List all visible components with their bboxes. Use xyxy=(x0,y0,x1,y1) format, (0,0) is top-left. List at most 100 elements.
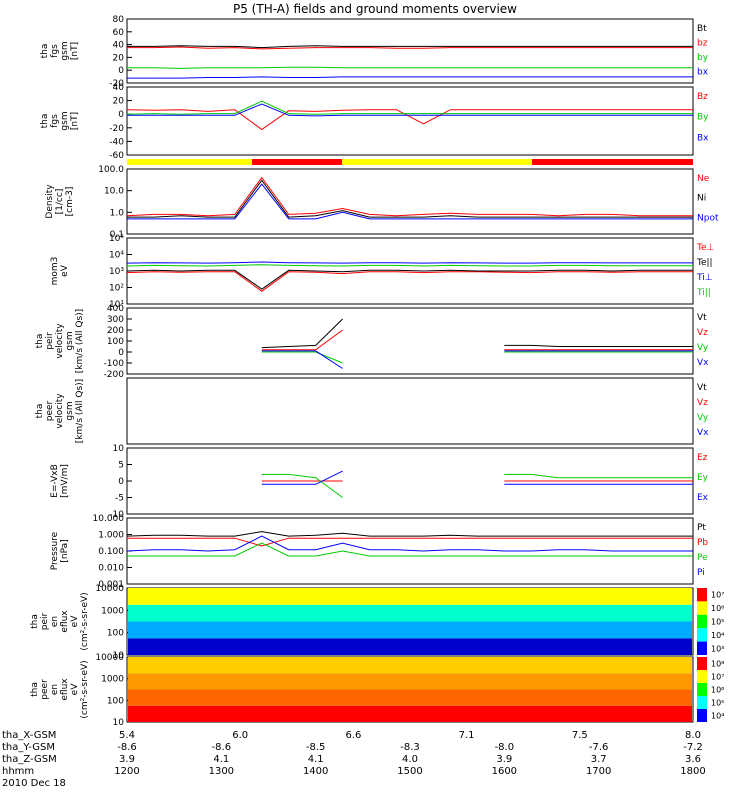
y-tick-label: 40 xyxy=(113,41,125,51)
y-tick-label: 10⁴ xyxy=(109,251,124,261)
legend-1: bz xyxy=(697,39,708,49)
y-label-line: [nT] xyxy=(70,112,80,130)
legend-1: Pb xyxy=(697,538,708,548)
x-axis-date: 2010 Dec 18 xyxy=(2,778,66,789)
series-bx-line xyxy=(127,76,693,79)
y-tick-label: 1.0 xyxy=(110,208,125,218)
x-axis-value: 1600 xyxy=(492,766,517,777)
colorbar: 10⁷ 10⁶ 10⁵ 10⁴ 10³ xyxy=(697,588,724,655)
legend-2: Ex xyxy=(697,493,709,503)
x-axis-value: 4.1 xyxy=(308,754,324,765)
y-axis-label: thapeirvelocitygsm[km/s (All Qs)] xyxy=(35,309,85,373)
y-tick-label: 0.001 xyxy=(98,580,124,590)
series-Bt-line xyxy=(127,45,693,49)
panel-peer_en_eflux: thapeerenefluxeV(cm²-s-sr-eV) 10000 1000 10… xyxy=(30,653,724,728)
y-tick-label: -20 xyxy=(109,79,124,89)
legend-3: Vx xyxy=(697,358,709,368)
legend-3: Ti|| xyxy=(696,288,711,298)
legend-2: by xyxy=(697,53,709,63)
y-label-line: fgs xyxy=(50,114,60,128)
y-tick-label: 0 xyxy=(118,66,124,76)
y-tick-label: -40 xyxy=(109,137,124,147)
y-label-line: eV xyxy=(60,264,70,277)
panel-frame xyxy=(126,307,694,375)
panel-density: Density[1/cc][cm-3] 100.0 10.0 1.0 0.1 Ne Ni Np… xyxy=(45,165,719,240)
x-axis-value: -8.6 xyxy=(212,742,232,753)
panel-peir_velocity: thapeirvelocitygsm[km/s (All Qs)] 4003002… xyxy=(35,304,709,380)
y-label-line: mom3 xyxy=(50,257,60,286)
y-tick-label: 400 xyxy=(107,304,124,314)
y-tick-label: 200 xyxy=(107,326,124,336)
legend-1: Vz xyxy=(697,398,708,408)
y-label-line: [1/cc] xyxy=(55,189,65,215)
y-tick-label: 1.000 xyxy=(98,531,124,541)
y-label-line: Pressure xyxy=(50,531,60,570)
series-Pe-line xyxy=(127,542,693,557)
heatmap-band xyxy=(128,588,692,605)
y-label-line: [mV/m] xyxy=(60,464,70,498)
y-label-line: (cm²-s-sr-eV) xyxy=(80,660,90,718)
legend-0: Vt xyxy=(697,313,707,323)
x-axis-value: 4.0 xyxy=(402,754,418,765)
x-axis-row-label: tha_Y-GSM xyxy=(2,742,55,753)
colorbar-segment xyxy=(697,641,707,655)
colorbar-segment xyxy=(697,614,707,629)
region-bar xyxy=(127,159,693,165)
colorbar-label: 10⁵ xyxy=(711,618,724,627)
colorbar-segment xyxy=(697,683,707,696)
y-label-line: eV xyxy=(70,615,80,628)
panel-peer_velocity: thapeervelocitygsm[km/s (All Qs)] Vt Vz Vy V… xyxy=(35,377,709,445)
legend-1: Ey xyxy=(697,473,709,483)
y-tick-label: 5 xyxy=(118,461,124,471)
heatmap-band xyxy=(128,604,692,622)
series-Ti||-line xyxy=(126,264,693,267)
y-tick-label: 20 xyxy=(113,97,125,107)
y-label-line: tha xyxy=(35,404,45,419)
y-tick-label: 10.000 xyxy=(93,514,125,524)
series-Pi-line xyxy=(126,535,693,552)
y-tick-label: -60 xyxy=(109,151,124,161)
y-label-line: gsm xyxy=(65,401,75,420)
y-tick-label: 0.010 xyxy=(98,564,124,574)
y-tick-label: 10000 xyxy=(95,653,124,663)
heatmap-band xyxy=(128,621,692,639)
panel-fgs_gsm_comp: thafgsgsm[nT] 40 20 0 -20 -40 -60 Bz By Bx xyxy=(40,83,709,161)
panel-efield: E=-VxB[mV/m] 10 5 0 -5 -10 Ez Ey Ex xyxy=(50,444,709,520)
y-tick-label: -5 xyxy=(115,494,124,504)
x-axis-value: 3.6 xyxy=(685,754,701,765)
colorbar-label: 10⁶ xyxy=(711,686,724,695)
x-axis-value: 4.1 xyxy=(213,754,229,765)
y-label-line: (cm²-s-sr-eV) xyxy=(80,592,90,650)
x-axis-value: 7.1 xyxy=(459,730,475,741)
y-axis-label: Pressure[nPa] xyxy=(50,531,70,570)
colorbar-label: 10⁵ xyxy=(711,699,724,708)
legend-1: Vz xyxy=(697,328,708,338)
series-Vx-line xyxy=(261,350,693,369)
legend-3: Pi xyxy=(697,568,705,578)
y-axis-label: mom3eV xyxy=(50,257,70,286)
y-tick-label: 10.0 xyxy=(104,187,124,197)
legend-2: Bx xyxy=(697,133,709,143)
y-tick-label: 10⁵ xyxy=(109,234,124,244)
y-tick-label: -200 xyxy=(104,370,125,380)
legend-2: Vy xyxy=(697,343,709,353)
legend-2: Vy xyxy=(697,413,709,423)
region-bar-yellow xyxy=(342,159,532,165)
y-tick-label: 40 xyxy=(113,83,125,93)
y-label-line: [nPa] xyxy=(60,539,70,562)
y-label-line: en xyxy=(50,684,60,695)
x-axis-value: 1500 xyxy=(397,766,422,777)
y-label-line: [cm-3] xyxy=(65,187,75,217)
x-axis-row-label: tha_X-GSM xyxy=(2,730,56,741)
y-tick-label: 10² xyxy=(109,284,124,294)
series-Ex-line xyxy=(261,470,693,485)
y-label-line: peir xyxy=(45,332,55,350)
region-bar-red xyxy=(252,159,342,165)
y-tick-label: 300 xyxy=(107,315,124,325)
y-label-line: gsm xyxy=(60,41,70,60)
region-bar-red xyxy=(532,159,693,165)
y-label-line: velocity xyxy=(55,393,65,429)
colorbar-label: 10³ xyxy=(711,644,724,653)
y-tick-label: -100 xyxy=(104,359,125,369)
